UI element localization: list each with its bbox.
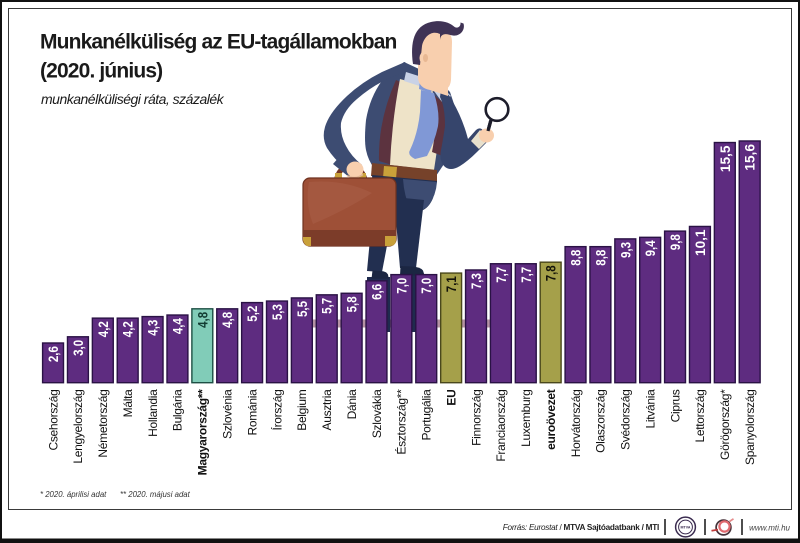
svg-text:Románia: Románia <box>245 389 259 436</box>
svg-text:7,7: 7,7 <box>493 267 509 283</box>
svg-text:Lengyelország: Lengyelország <box>71 390 85 464</box>
svg-text:Forrás: Eurostat / MTVA Sajtóa: Forrás: Eurostat / MTVA Sajtóadatbank / … <box>503 523 659 532</box>
svg-text:7,3: 7,3 <box>468 273 484 289</box>
svg-text:4,2: 4,2 <box>95 321 111 337</box>
svg-text:5,2: 5,2 <box>244 306 260 322</box>
svg-text:* 2020. áprilisi adat: * 2020. áprilisi adat <box>40 490 107 499</box>
svg-text:Spanyolország: Spanyolország <box>743 390 757 465</box>
svg-text:4,8: 4,8 <box>194 312 210 328</box>
svg-text:Csehország: Csehország <box>46 390 60 451</box>
svg-text:euroövezet: euroövezet <box>544 389 558 450</box>
svg-text:Franciaország: Franciaország <box>494 390 508 462</box>
svg-text:Portugália: Portugália <box>420 389 434 441</box>
svg-text:5,7: 5,7 <box>319 298 335 314</box>
svg-text:15,6: 15,6 <box>742 144 758 171</box>
svg-text:3,0: 3,0 <box>70 340 86 356</box>
svg-text:7,8: 7,8 <box>543 265 559 281</box>
svg-text:2,6: 2,6 <box>45 346 61 362</box>
svg-text:Németország: Németország <box>96 390 110 458</box>
svg-text:** 2020. májusi adat: ** 2020. májusi adat <box>120 490 191 499</box>
svg-text:Málta: Málta <box>121 389 135 417</box>
svg-text:4,3: 4,3 <box>145 320 161 336</box>
svg-text:Magyarország**: Magyarország** <box>196 389 210 475</box>
svg-text:10,1: 10,1 <box>692 229 708 256</box>
svg-text:9,3: 9,3 <box>617 242 633 258</box>
svg-text:9,4: 9,4 <box>642 240 658 256</box>
svg-text:Ciprus: Ciprus <box>668 389 682 422</box>
svg-text:Munkanélküliség az EU-tagállam: Munkanélküliség az EU-tagállamokban <box>40 31 397 54</box>
svg-text:Görögország*: Görögország* <box>718 389 732 460</box>
svg-text:Luxemburg: Luxemburg <box>519 390 533 447</box>
svg-text:6,6: 6,6 <box>369 284 385 300</box>
svg-text:(2020. június): (2020. június) <box>40 60 162 83</box>
svg-text:Észtország**: Észtország** <box>394 389 409 455</box>
svg-text:4,8: 4,8 <box>219 312 235 328</box>
svg-text:Olaszország: Olaszország <box>594 390 608 453</box>
svg-text:EU: EU <box>444 390 458 406</box>
svg-text:Litvánia: Litvánia <box>644 389 658 429</box>
svg-text:Bulgária: Bulgária <box>171 389 185 431</box>
svg-text:www.mti.hu: www.mti.hu <box>749 524 790 533</box>
svg-text:Szlovénia: Szlovénia <box>221 389 235 439</box>
svg-text:9,8: 9,8 <box>667 234 683 250</box>
svg-text:Írország: Írország <box>269 390 284 431</box>
svg-text:Horvátország: Horvátország <box>569 390 583 458</box>
svg-text:7,7: 7,7 <box>518 267 534 283</box>
svg-text:Ausztria: Ausztria <box>320 389 334 431</box>
svg-text:5,3: 5,3 <box>269 304 285 320</box>
svg-text:Hollandia: Hollandia <box>146 389 160 437</box>
svg-text:4,4: 4,4 <box>169 318 185 334</box>
svg-text:MTVA: MTVA <box>681 525 691 529</box>
svg-text:Belgium: Belgium <box>295 389 309 431</box>
svg-text:8,8: 8,8 <box>592 250 608 266</box>
svg-text:Lettország: Lettország <box>693 390 707 443</box>
svg-text:Svédország: Svédország <box>619 390 633 450</box>
svg-text:15,5: 15,5 <box>717 145 733 172</box>
svg-text:7,0: 7,0 <box>393 278 409 294</box>
svg-text:Szlovákia: Szlovákia <box>370 389 384 438</box>
svg-text:5,8: 5,8 <box>344 296 360 312</box>
svg-text:munkanélküliségi ráta, százalé: munkanélküliségi ráta, százalék <box>41 91 225 107</box>
svg-text:7,1: 7,1 <box>443 276 459 292</box>
svg-text:5,5: 5,5 <box>294 301 310 317</box>
svg-text:Finnország: Finnország <box>469 390 483 446</box>
svg-text:4,2: 4,2 <box>120 321 136 337</box>
svg-text:Dánia: Dánia <box>345 389 359 419</box>
svg-text:7,0: 7,0 <box>418 278 434 294</box>
svg-text:8,8: 8,8 <box>568 250 584 266</box>
